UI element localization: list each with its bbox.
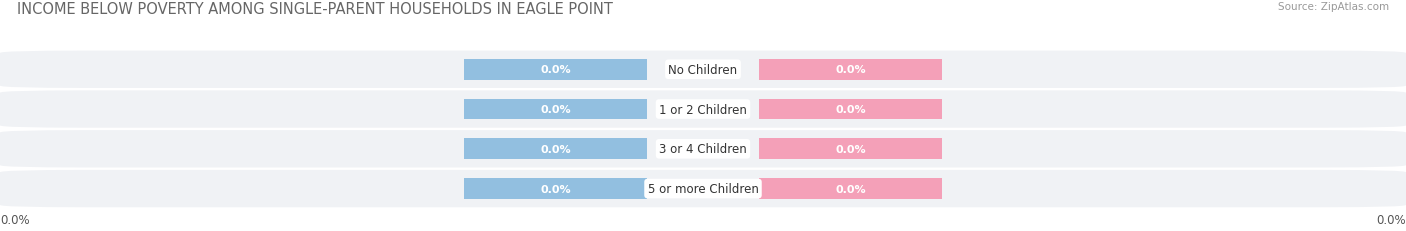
FancyBboxPatch shape — [0, 91, 1406, 128]
Bar — [759, 179, 942, 199]
Text: 0.0%: 0.0% — [835, 65, 866, 75]
Text: 0.0%: 0.0% — [835, 184, 866, 194]
Text: 0.0%: 0.0% — [540, 65, 571, 75]
Text: 0.0%: 0.0% — [0, 213, 30, 226]
Text: Source: ZipAtlas.com: Source: ZipAtlas.com — [1278, 2, 1389, 12]
Bar — [464, 139, 647, 159]
Bar — [759, 139, 942, 159]
Bar — [464, 179, 647, 199]
Text: 0.0%: 0.0% — [835, 144, 866, 154]
Bar — [759, 60, 942, 80]
FancyBboxPatch shape — [0, 131, 1406, 168]
Text: 0.0%: 0.0% — [835, 105, 866, 115]
Text: No Children: No Children — [668, 64, 738, 76]
Text: 0.0%: 0.0% — [540, 144, 571, 154]
Bar — [464, 60, 647, 80]
Text: 3 or 4 Children: 3 or 4 Children — [659, 143, 747, 156]
FancyBboxPatch shape — [0, 170, 1406, 207]
Bar — [759, 99, 942, 120]
FancyBboxPatch shape — [0, 51, 1406, 88]
Bar — [464, 99, 647, 120]
Text: INCOME BELOW POVERTY AMONG SINGLE-PARENT HOUSEHOLDS IN EAGLE POINT: INCOME BELOW POVERTY AMONG SINGLE-PARENT… — [17, 2, 613, 17]
Text: 0.0%: 0.0% — [540, 105, 571, 115]
Text: 5 or more Children: 5 or more Children — [648, 182, 758, 195]
Text: 0.0%: 0.0% — [1376, 213, 1406, 226]
Text: 0.0%: 0.0% — [540, 184, 571, 194]
Text: 1 or 2 Children: 1 or 2 Children — [659, 103, 747, 116]
